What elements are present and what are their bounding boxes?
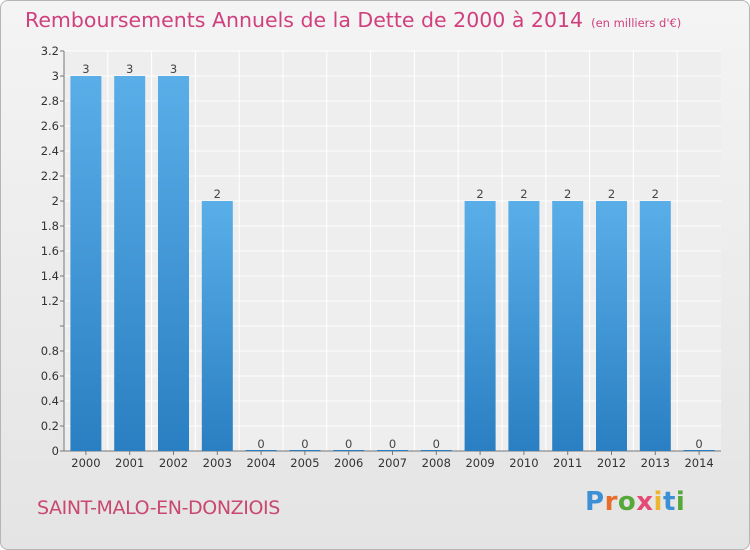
data-label: 2 (564, 187, 571, 201)
y-tick-label: 1.8 (41, 219, 59, 233)
x-tick-label: 2013 (641, 456, 670, 470)
bar-2011[interactable] (552, 201, 584, 451)
x-tick-label: 2014 (684, 456, 713, 470)
y-tick-label: 2.4 (41, 144, 59, 158)
chart-title: Remboursements Annuels de la Dette de 20… (25, 8, 682, 32)
data-label: 2 (214, 187, 221, 201)
bar-2001[interactable] (114, 76, 146, 451)
proxiti-logo[interactable]: Proxiti (585, 487, 686, 517)
y-tick-label: 2.8 (41, 94, 59, 108)
bar-2003[interactable] (201, 201, 233, 451)
y-tick-label: 3 (52, 69, 59, 83)
x-tick-label: 2009 (465, 456, 494, 470)
y-tick-label: 0.4 (41, 394, 59, 408)
x-tick-label: 2012 (597, 456, 626, 470)
data-label: 0 (389, 437, 396, 451)
bar-2009[interactable] (464, 201, 496, 451)
y-tick-label: 0 (52, 444, 59, 458)
x-tick-label: 2005 (290, 456, 319, 470)
chart-unit: (en milliers d'€) (591, 16, 682, 30)
data-label: 3 (126, 62, 133, 76)
bar-2013[interactable] (639, 201, 671, 451)
x-tick-label: 2004 (246, 456, 275, 470)
x-tick-label: 2011 (553, 456, 582, 470)
commune-name: SAINT-MALO-EN-DONZIOIS (37, 497, 280, 519)
bar-2000[interactable] (70, 76, 102, 451)
x-tick-label: 2010 (509, 456, 538, 470)
y-tick-label: 1.4 (41, 269, 59, 283)
x-tick-label: 2003 (203, 456, 232, 470)
data-label: 0 (695, 437, 702, 451)
data-label: 0 (301, 437, 308, 451)
data-label: 3 (170, 62, 177, 76)
y-tick-label: 0.6 (41, 369, 59, 383)
y-tick-label: 0.2 (41, 419, 59, 433)
data-label: 2 (608, 187, 615, 201)
data-label: 0 (345, 437, 352, 451)
x-tick-label: 2001 (115, 456, 144, 470)
data-label: 2 (476, 187, 483, 201)
data-label: 3 (82, 62, 89, 76)
x-tick-label: 2000 (71, 456, 100, 470)
y-tick-label: 2 (52, 194, 59, 208)
x-tick-label: 2006 (334, 456, 363, 470)
x-tick-label: 2007 (378, 456, 407, 470)
bar-2012[interactable] (596, 201, 627, 451)
data-label: 0 (257, 437, 264, 451)
y-tick-label: 2.2 (41, 169, 59, 183)
x-tick-label: 2002 (159, 456, 188, 470)
data-label: 2 (520, 187, 527, 201)
bar-2010[interactable] (508, 201, 540, 451)
data-label: 0 (433, 437, 440, 451)
y-tick-label: 2.6 (41, 119, 59, 133)
y-tick-label: 0.8 (41, 344, 59, 358)
y-tick-label: 3.2 (41, 44, 59, 58)
bar-2002[interactable] (158, 76, 189, 451)
y-tick-label: 1.6 (41, 244, 59, 258)
x-tick-label: 2008 (422, 456, 451, 470)
data-label: 2 (652, 187, 659, 201)
y-tick-label: 1.2 (41, 294, 59, 308)
